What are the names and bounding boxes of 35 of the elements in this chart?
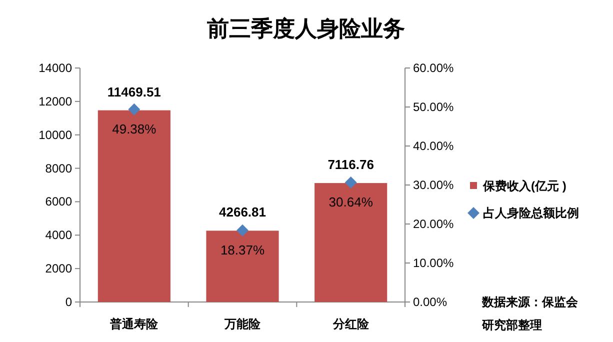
y2-tick-label: 40.00%: [413, 139, 454, 153]
y-tick-label: 6000: [45, 194, 72, 209]
chart-title: 前三季度人身险业务: [206, 16, 405, 41]
data-label: 30.64%: [328, 194, 374, 210]
bar: [98, 110, 170, 302]
y-tick-label: 12000: [38, 94, 72, 108]
source-note: 数据来源：保监会: [481, 295, 579, 309]
x-tick-label: 普通寿险: [109, 317, 160, 331]
data-label: 11469.51: [107, 84, 161, 100]
legend-label: 保费收入(亿元 ): [482, 179, 566, 193]
data-label: 7116.76: [328, 157, 374, 172]
bar: [314, 183, 388, 302]
y-tick-label: 0: [65, 295, 72, 309]
x-tick-label: 万能险: [224, 317, 262, 331]
y2-tick-label: 0.00%: [413, 295, 448, 309]
point: [344, 176, 357, 189]
y-tick-label: 2000: [45, 262, 72, 276]
y2-tick-label: 20.00%: [413, 217, 454, 231]
point: [128, 103, 140, 116]
y-tick-label: 8000: [45, 161, 72, 176]
point: [236, 224, 248, 236]
y2-tick-label: 10.00%: [413, 256, 454, 270]
y2-tick-label: 30.00%: [413, 178, 454, 192]
data-label: 18.37%: [220, 242, 265, 258]
data-label: 4266.81: [219, 204, 266, 220]
legend-label: 占人身险总额比例: [483, 206, 579, 220]
y-tick-label: 10000: [38, 128, 72, 142]
bar: [206, 230, 279, 302]
x-tick-label: 分红险: [332, 317, 370, 331]
y-tick-label: 14000: [38, 61, 72, 75]
text: 研究部整理: [481, 318, 542, 332]
y-tick-label: 4000: [45, 228, 72, 242]
y2-tick-label: 60.00%: [413, 61, 454, 75]
data-label: 49.38%: [112, 121, 157, 136]
y2-tick-label: 50.00%: [413, 100, 454, 114]
